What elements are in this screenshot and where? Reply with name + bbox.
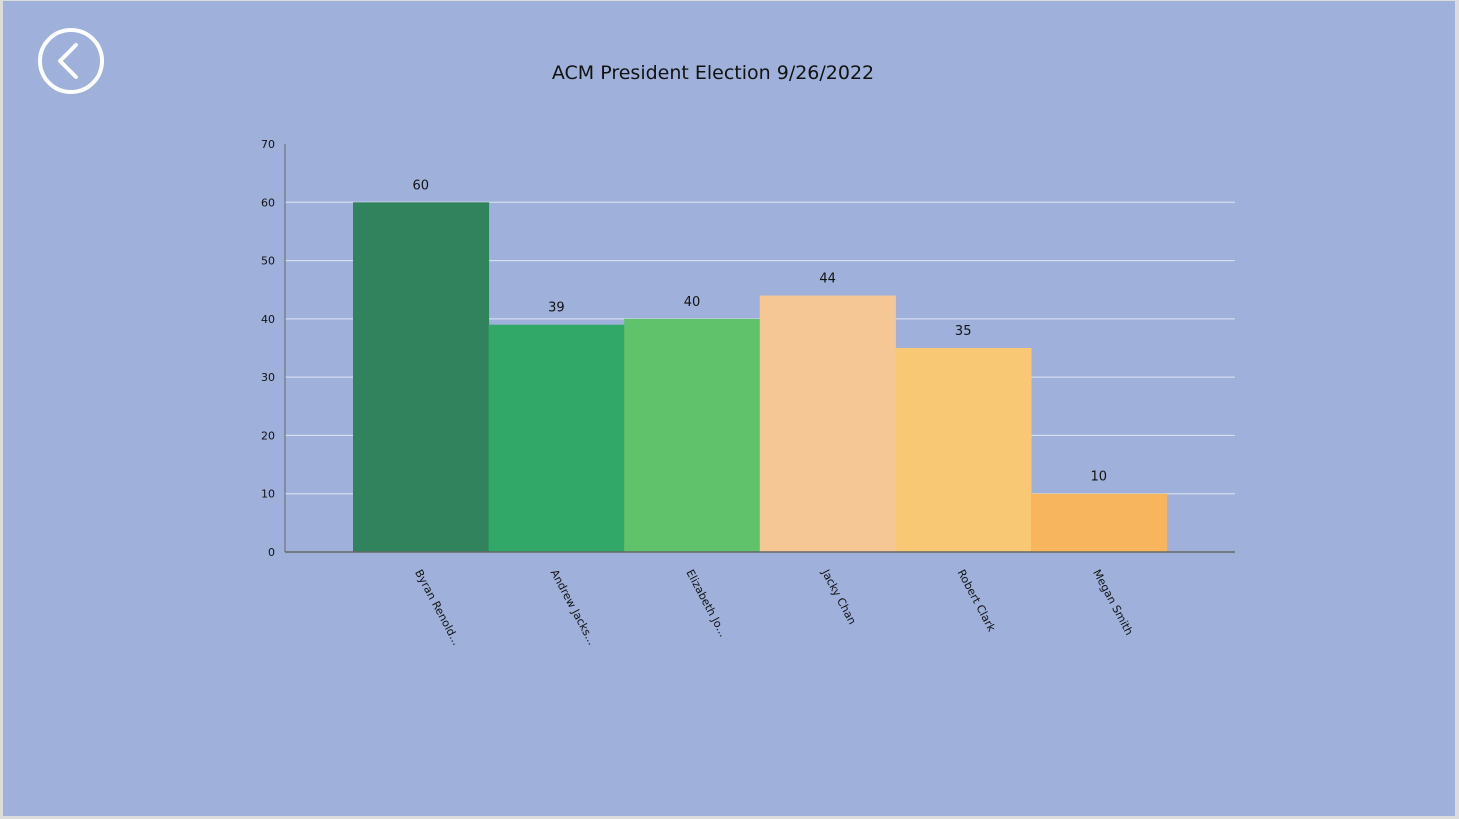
x-tick-label: Elizabeth Jo...	[683, 567, 729, 639]
data-label: 44	[819, 272, 836, 287]
chart-title: ACM President Election 9/26/2022	[551, 62, 875, 84]
y-tick-label: 40	[261, 313, 275, 326]
bar	[353, 202, 490, 553]
x-tick-label: Andrew Jacks...	[548, 567, 599, 647]
bar	[759, 295, 896, 552]
bar-chart: 0 10 20 30 40 50 60 70 60 39 40 44 35 10 Byran Renold.…	[261, 138, 1235, 648]
x-tick-label: Megan Smith	[1090, 567, 1136, 637]
y-tick-label: 50	[261, 255, 275, 268]
y-tick-label: 0	[268, 546, 275, 559]
x-tick-label: Byran Renold...	[412, 567, 463, 647]
back-button[interactable]	[37, 27, 105, 95]
bar	[624, 318, 761, 552]
data-label: 35	[955, 324, 972, 339]
bar	[895, 348, 1032, 552]
y-tick-label: 30	[261, 371, 275, 384]
y-tick-label: 10	[261, 488, 275, 501]
data-label: 10	[1091, 470, 1108, 485]
x-tick-label: Robert Clark	[955, 567, 999, 634]
app-screen: ACM President Election 9/26/2022 0 10 20 30…	[3, 1, 1455, 816]
data-label: 60	[413, 178, 430, 193]
chevron-left-circle-icon	[38, 28, 104, 94]
y-tick-label: 60	[261, 196, 275, 209]
data-label: 40	[684, 295, 701, 310]
data-label: 39	[548, 301, 565, 316]
y-tick-label: 70	[261, 138, 275, 151]
x-tick-label: Jacky Chan	[818, 566, 858, 626]
bar	[488, 324, 625, 552]
bar	[1031, 493, 1168, 552]
y-tick-label: 20	[261, 429, 275, 442]
